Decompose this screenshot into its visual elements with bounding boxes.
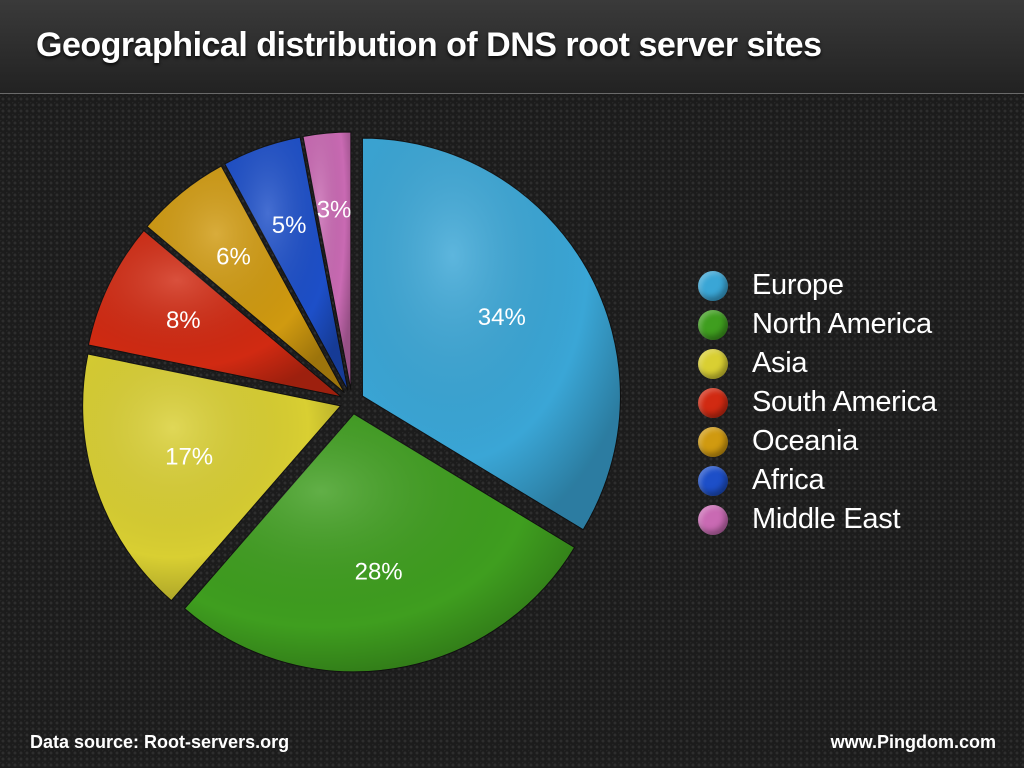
slice-asia <box>82 353 342 602</box>
legend-swatch-oceania <box>698 426 728 457</box>
slice-asia-shade <box>82 354 341 601</box>
slice-label-africa: 5% <box>272 212 307 239</box>
slice-north-america <box>183 413 576 673</box>
slice-north-america-shade <box>184 413 575 672</box>
site-url: www.Pingdom.com <box>830 732 996 752</box>
legend-swatch-south-america <box>698 387 728 418</box>
slice-label-oceania: 6% <box>216 243 251 270</box>
slice-oceania <box>146 165 345 394</box>
legend-swatch-middle-east <box>698 504 728 535</box>
slice-label-europe: 34% <box>478 304 526 331</box>
data-source-note: Data source: Root-servers.org <box>30 732 290 752</box>
legend-item-north-america: North America <box>698 305 937 344</box>
legend-swatch-north-america <box>698 309 728 340</box>
legend-label-oceania: Oceania <box>752 425 858 457</box>
slice-label-north-america: 28% <box>355 558 403 585</box>
legend-label-middle-east: Middle East <box>752 503 901 535</box>
legend-label-south-america: South America <box>752 386 937 418</box>
chart-title: Geographical distribution of DNS root se… <box>36 26 822 64</box>
slice-europe-shade <box>362 138 621 530</box>
slice-middle-east <box>302 131 352 391</box>
legend-item-oceania: Oceania <box>698 422 937 461</box>
legend-item-asia: Asia <box>698 344 937 383</box>
slice-label-middle-east: 3% <box>317 197 352 224</box>
title-bar: Geographical distribution of DNS root se… <box>0 0 1024 94</box>
slice-label-south-america: 8% <box>166 307 201 334</box>
legend-label-africa: Africa <box>752 464 825 496</box>
legend-swatch-africa <box>698 465 728 496</box>
legend-swatch-asia <box>698 348 728 379</box>
legend-item-middle-east: Middle East <box>698 500 937 539</box>
slice-south-america-shade <box>88 230 342 397</box>
legend-item-africa: Africa <box>698 461 937 500</box>
slice-south-america <box>87 229 342 398</box>
legend-label-europe: Europe <box>752 269 844 301</box>
slice-middle-east-shade <box>303 132 351 391</box>
slice-africa-shade <box>224 137 348 391</box>
legend: Europe North America Asia South America Ocea… <box>698 266 937 539</box>
legend-item-europe: Europe <box>698 266 937 305</box>
slice-oceania-shade <box>147 165 345 393</box>
legend-swatch-europe <box>698 270 728 301</box>
legend-label-north-america: North America <box>752 308 932 340</box>
legend-item-south-america: South America <box>698 383 937 422</box>
slice-europe <box>361 137 621 531</box>
legend-label-asia: Asia <box>752 347 808 379</box>
slice-label-asia: 17% <box>165 444 213 471</box>
slice-africa <box>224 136 349 391</box>
